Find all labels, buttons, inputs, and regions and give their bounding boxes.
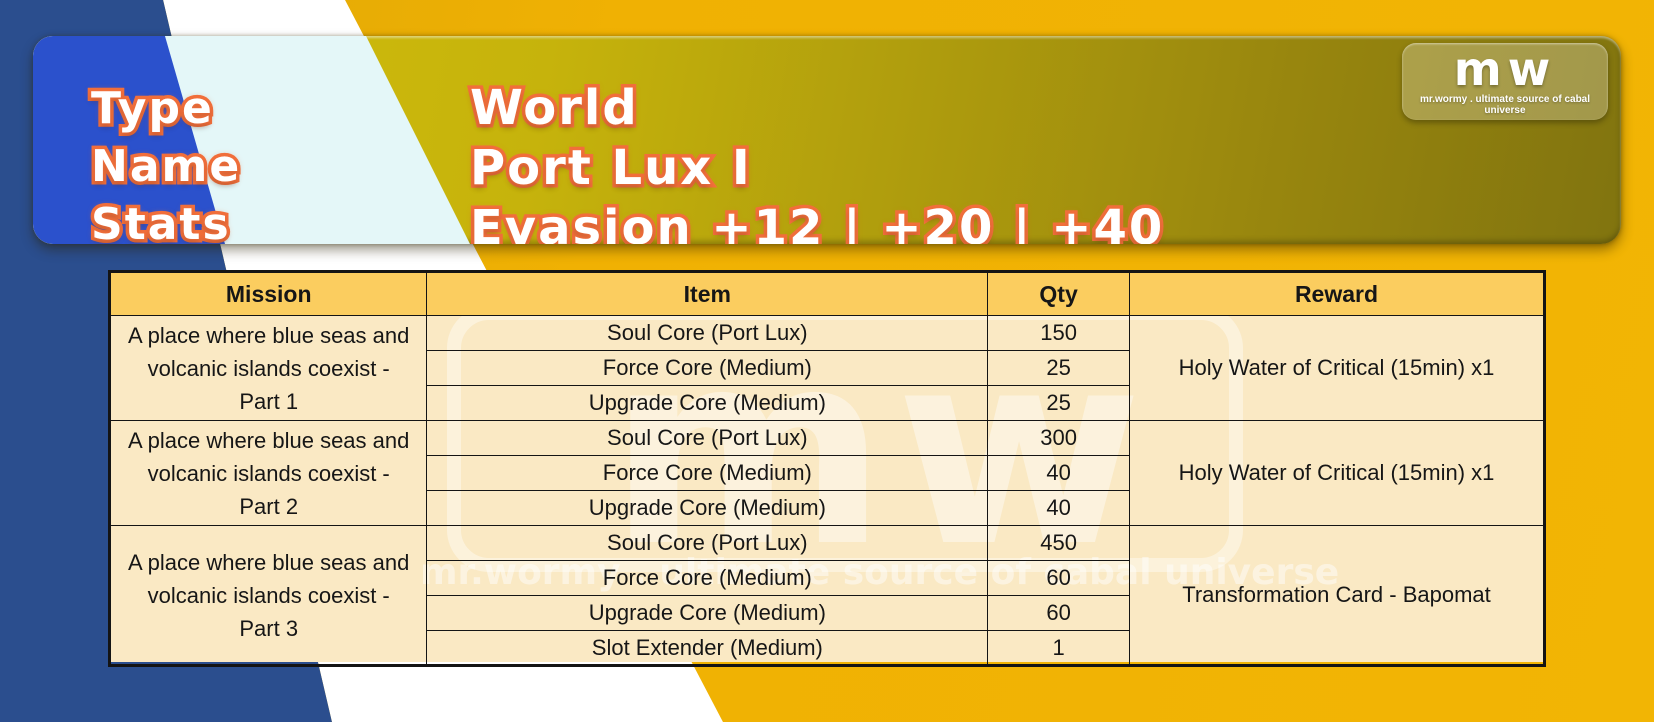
qty-cell: 25 bbox=[987, 350, 1130, 386]
mrwormy-logo: mw mr.wormy . ultimate source of cabal u… bbox=[1402, 43, 1608, 120]
qty-cell: 25 bbox=[987, 385, 1130, 421]
item-cell: Force Core (Medium) bbox=[426, 455, 989, 491]
mw-logo-icon: mw bbox=[1453, 42, 1557, 96]
qty-cell: 40 bbox=[987, 455, 1130, 491]
item-cell: Upgrade Core (Medium) bbox=[426, 490, 989, 526]
table-row: Upgrade Core (Medium) 25 bbox=[110, 385, 1545, 421]
item-cell: Soul Core (Port Lux) bbox=[426, 525, 989, 561]
item-cell: Upgrade Core (Medium) bbox=[426, 385, 989, 421]
table-row: A place where blue seas and volcanic isl… bbox=[108, 420, 1546, 526]
qty-cell: 450 bbox=[987, 525, 1130, 561]
mission-cell: A place where blue seas and volcanic isl… bbox=[108, 420, 428, 526]
label-type: Type bbox=[87, 80, 215, 138]
table-row: Upgrade Core (Medium) 60 bbox=[110, 595, 1545, 631]
item-cell: Soul Core (Port Lux) bbox=[426, 315, 989, 351]
table-row: Upgrade Core (Medium) 40 bbox=[110, 490, 1545, 526]
item-cell: Slot Extender (Medium) bbox=[426, 630, 989, 666]
reward-cell: Transformation Card - Bapomat bbox=[1128, 525, 1546, 666]
mission-reward-table: Mission Item Qty Reward A place where bl… bbox=[108, 270, 1546, 667]
qty-cell: 60 bbox=[987, 595, 1130, 631]
qty-cell: 60 bbox=[987, 560, 1130, 596]
col-header-reward: Reward bbox=[1128, 271, 1546, 316]
header-banner: Type Name Stats World Port Lux I Evasion… bbox=[33, 36, 1621, 244]
qty-cell: 1 bbox=[987, 630, 1130, 666]
label-stats: Stats bbox=[87, 196, 232, 245]
qty-cell: 300 bbox=[987, 420, 1130, 456]
label-name: Name bbox=[87, 138, 242, 196]
table-row: A place where blue seas and volcanic isl… bbox=[108, 525, 1546, 666]
title-stats-values: Evasion +12 | +20 | +40 bbox=[466, 197, 1165, 245]
logo-tagline: mr.wormy . ultimate source of cabal univ… bbox=[1419, 94, 1591, 116]
mission-table-area: mw mr.wormy . ultimate source of cabal u… bbox=[108, 270, 1546, 667]
table-row: Force Core (Medium) 40 bbox=[110, 455, 1545, 491]
qty-cell: 40 bbox=[987, 490, 1130, 526]
mission-cell: A place where blue seas and volcanic isl… bbox=[108, 315, 428, 421]
qty-cell: 150 bbox=[987, 315, 1130, 351]
col-header-item: Item bbox=[426, 271, 989, 316]
item-cell: Force Core (Medium) bbox=[426, 350, 989, 386]
item-cell: Soul Core (Port Lux) bbox=[426, 420, 989, 456]
col-header-qty: Qty bbox=[987, 271, 1130, 316]
banner-title: World Port Lux I Evasion +12 | +20 | +40 bbox=[466, 77, 1165, 245]
title-world: World bbox=[466, 77, 640, 140]
col-header-mission: Mission bbox=[108, 271, 428, 316]
title-map: Port Lux I bbox=[466, 137, 753, 200]
item-cell: Force Core (Medium) bbox=[426, 560, 989, 596]
table-row: Force Core (Medium) 25 bbox=[110, 350, 1545, 386]
table-row: Slot Extender (Medium) 1 bbox=[110, 630, 1545, 666]
banner-field-labels: Type Name Stats bbox=[87, 80, 242, 245]
table-header-row: Mission Item Qty Reward bbox=[108, 271, 1546, 316]
reward-cell: Holy Water of Critical (15min) x1 bbox=[1128, 315, 1546, 421]
reward-cell: Holy Water of Critical (15min) x1 bbox=[1128, 420, 1546, 526]
mission-cell: A place where blue seas and volcanic isl… bbox=[108, 525, 428, 666]
item-cell: Upgrade Core (Medium) bbox=[426, 595, 989, 631]
table-row: A place where blue seas and volcanic isl… bbox=[108, 315, 1546, 421]
